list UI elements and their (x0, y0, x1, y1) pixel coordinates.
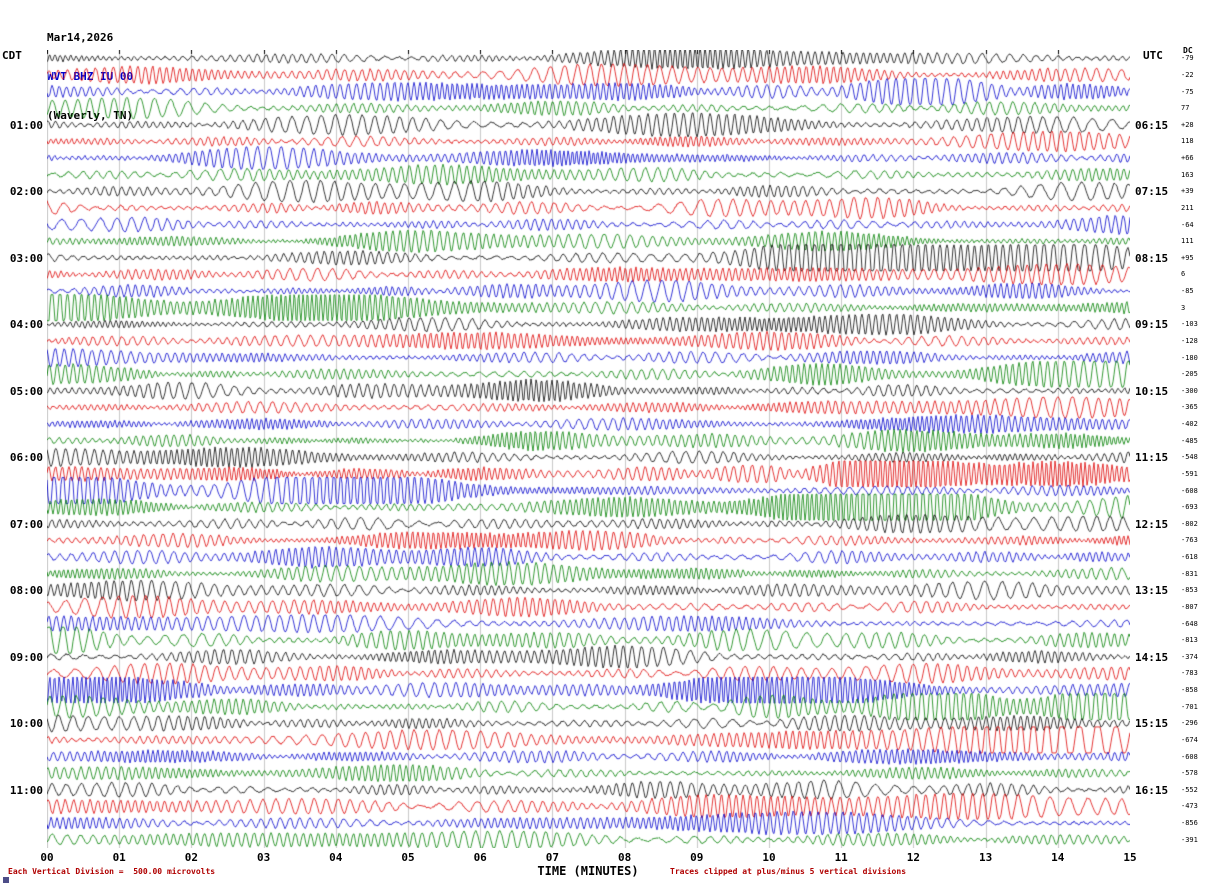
left-time-label: 11:00 (9, 784, 43, 797)
x-tick-label: 13 (978, 851, 993, 864)
header-date: Mar14,2026 (47, 31, 114, 44)
dc-offset-value: -802 (1181, 520, 1198, 528)
x-tick-label: 05 (401, 851, 415, 864)
dc-offset-value: 77 (1181, 104, 1190, 112)
dc-offset-value: 163 (1181, 171, 1194, 179)
dc-offset-value: -648 (1181, 620, 1198, 628)
dc-offset-value: 6 (1181, 270, 1186, 278)
dc-offset-value: -783 (1181, 669, 1198, 677)
left-time-label: 02:00 (9, 185, 43, 198)
left-time-label: 07:00 (9, 518, 43, 531)
left-time-label: 08:00 (9, 584, 43, 597)
dc-offset-value: -402 (1181, 420, 1198, 428)
dc-offset-value: -485 (1181, 437, 1198, 445)
dc-offset-value: 211 (1181, 204, 1194, 212)
dc-offset-value: -391 (1181, 836, 1198, 844)
x-tick-label: 14 (1051, 851, 1065, 864)
dc-offset-value: 118 (1181, 137, 1194, 145)
left-time-label: 05:00 (9, 385, 43, 398)
left-time-label: 01:00 (9, 119, 43, 132)
dc-offset-value: -300 (1181, 387, 1198, 395)
x-tick-label: 12 (906, 851, 921, 864)
dc-offset-value: -75 (1181, 88, 1194, 96)
seismogram-canvas (47, 50, 1130, 848)
dc-offset-value: +95 (1181, 254, 1194, 262)
dc-offset-value: -64 (1181, 221, 1194, 229)
x-tick-label: 03 (256, 851, 271, 864)
dc-offset-value: 111 (1181, 237, 1194, 245)
dc-offset-value: -578 (1181, 769, 1198, 777)
right-time-label: 06:15 (1135, 119, 1169, 132)
dc-offset-value: -180 (1181, 354, 1198, 362)
x-tick-label: 15 (1123, 851, 1137, 864)
dc-offset-value: -763 (1181, 536, 1198, 544)
dc-offset-value: -674 (1181, 736, 1198, 744)
right-time-label: 12:15 (1135, 518, 1169, 531)
dc-offset-value: -591 (1181, 470, 1198, 478)
right-time-label: 14:15 (1135, 651, 1169, 664)
dc-offset-value: -858 (1181, 686, 1198, 694)
x-axis-title: TIME (MINUTES) (537, 864, 639, 878)
dc-offset-value: -608 (1181, 753, 1198, 761)
left-time-label: 09:00 (9, 651, 43, 664)
footer-clip-note: Traces clipped at plus/minus 5 vertical … (670, 867, 907, 876)
dc-offset-value: -548 (1181, 453, 1198, 461)
right-time-label: 13:15 (1135, 584, 1169, 597)
right-time-label: 09:15 (1135, 318, 1169, 331)
dc-offset-value: -618 (1181, 553, 1198, 561)
dc-offset-value: -853 (1181, 586, 1198, 594)
dc-offset-value: -473 (1181, 802, 1198, 810)
x-tick-label: 06 (473, 851, 487, 864)
x-tick-label: 10 (762, 851, 776, 864)
corner-logo (3, 877, 9, 883)
right-time-label: 10:15 (1135, 385, 1169, 398)
x-tick-label: 08 (617, 851, 632, 864)
x-tick-label: 01 (112, 851, 126, 864)
dc-offset-value: -79 (1181, 54, 1194, 62)
left-time-label: 10:00 (9, 717, 43, 730)
dc-offset-value: -205 (1181, 370, 1198, 378)
x-tick-label: 04 (329, 851, 343, 864)
dc-column-label: DC (1183, 46, 1193, 55)
x-tick-label: 07 (545, 851, 560, 864)
dc-offset-value: -701 (1181, 703, 1198, 711)
dc-offset-value: -807 (1181, 603, 1198, 611)
dc-offset-value: -608 (1181, 487, 1198, 495)
right-time-label: 07:15 (1135, 185, 1169, 198)
dc-offset-value: +66 (1181, 154, 1194, 162)
timezone-left-label: CDT (2, 49, 22, 62)
dc-offset-value: -85 (1181, 287, 1194, 295)
x-tick-label: 11 (834, 851, 848, 864)
dc-offset-value: -103 (1181, 320, 1198, 328)
dc-offset-value: -693 (1181, 503, 1198, 511)
x-tick-label: 02 (184, 851, 199, 864)
dc-offset-value: -365 (1181, 403, 1198, 411)
dc-offset-value: -813 (1181, 636, 1198, 644)
dc-offset-value: -856 (1181, 819, 1198, 827)
left-time-label: 03:00 (9, 252, 43, 265)
timezone-right-label: UTC (1143, 49, 1163, 62)
dc-offset-value: -22 (1181, 71, 1194, 79)
dc-offset-value: -128 (1181, 337, 1198, 345)
footer-scale-note: Each Vertical Division = 500.00 microvol… (8, 867, 216, 876)
dc-offset-value: +28 (1181, 121, 1194, 129)
right-time-label: 11:15 (1135, 451, 1169, 464)
x-tick-label: 00 (40, 851, 54, 864)
right-time-label: 08:15 (1135, 252, 1169, 265)
dc-offset-value: -831 (1181, 570, 1198, 578)
right-time-label: 16:15 (1135, 784, 1169, 797)
left-time-label: 04:00 (9, 318, 43, 331)
left-time-label: 06:00 (9, 451, 43, 464)
right-time-label: 15:15 (1135, 717, 1169, 730)
dc-offset-value: -296 (1181, 719, 1198, 727)
dc-offset-value: 3 (1181, 304, 1186, 312)
dc-offset-value: +39 (1181, 187, 1194, 195)
dc-offset-value: -374 (1181, 653, 1198, 661)
x-tick-label: 09 (690, 851, 704, 864)
dc-offset-value: -552 (1181, 786, 1198, 794)
